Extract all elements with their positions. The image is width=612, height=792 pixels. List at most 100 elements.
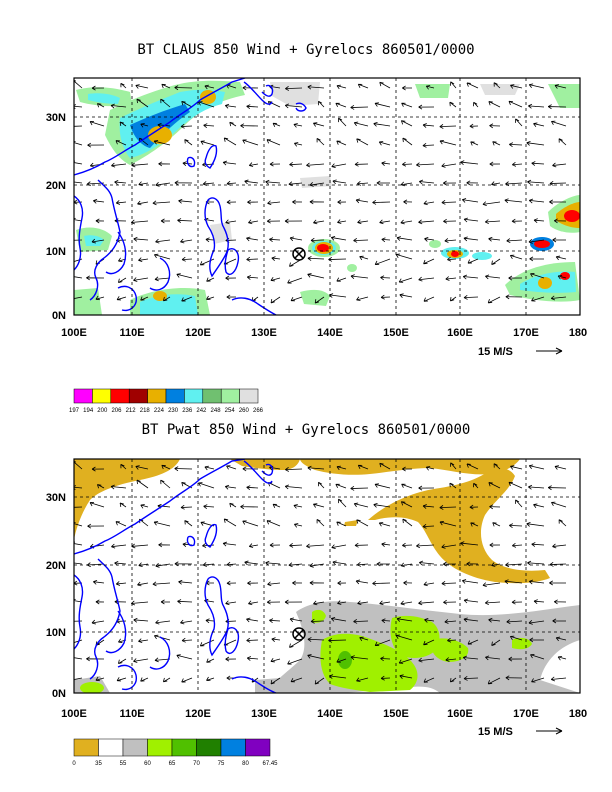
wind-vector-arrow xyxy=(528,198,545,204)
wind-vector-arrow xyxy=(222,541,237,547)
wind-vector-arrow xyxy=(284,599,303,605)
wind-vector-arrow xyxy=(95,295,105,301)
wind-vector-arrow xyxy=(223,518,237,527)
colorbar-tick-label: 218 xyxy=(140,408,151,414)
colorbar-swatch xyxy=(110,388,130,404)
wind-vector-arrow xyxy=(116,677,127,682)
wind-vector-arrow xyxy=(89,120,105,127)
panel-1-map xyxy=(73,77,581,316)
wind-vector-arrow xyxy=(555,636,567,642)
wind-vector-arrow xyxy=(158,161,171,167)
wind-vector-arrow xyxy=(467,639,479,645)
wind-vector-arrow xyxy=(313,503,325,508)
wind-vector-arrow xyxy=(396,617,413,622)
wind-vector-arrow xyxy=(313,219,325,225)
wind-vector-arrow xyxy=(269,237,281,243)
wind-vector-arrow xyxy=(74,677,83,682)
wind-vector-arrow xyxy=(246,256,259,262)
wind-vector-arrow xyxy=(180,504,193,510)
wind-vector-arrow xyxy=(313,122,325,127)
wind-vector-arrow xyxy=(418,219,435,225)
wind-vector-arrow xyxy=(86,275,105,281)
wind-vector-arrow xyxy=(293,504,303,509)
lat-tick-0N: 0N xyxy=(52,688,66,700)
wind-vector-arrow xyxy=(463,295,479,300)
colorbar-swatch xyxy=(128,388,148,404)
wind-vector-arrow xyxy=(509,635,523,641)
wind-vector-arrow xyxy=(198,482,215,489)
wind-vector-arrow xyxy=(488,236,501,242)
wind-vector-arrow xyxy=(355,579,369,585)
wind-vector-arrow xyxy=(133,277,149,282)
colorbar-swatch xyxy=(92,388,112,404)
wind-vector-arrow xyxy=(531,296,545,302)
wind-vector-arrow xyxy=(439,520,457,527)
colorbar-tick-label: 70 xyxy=(193,761,200,767)
wind-vector-arrow xyxy=(528,464,545,470)
wind-vector-arrow xyxy=(97,103,105,108)
lon-tick-140E: 140E xyxy=(317,708,343,720)
wind-vector-arrow xyxy=(115,581,127,586)
wind-vector-arrow xyxy=(335,483,347,489)
wind-vector-arrow xyxy=(505,675,523,681)
wind-vector-arrow xyxy=(248,162,259,167)
wind-vector-arrow xyxy=(248,543,259,548)
wind-vector-arrow xyxy=(331,163,347,168)
wind-vector-arrow xyxy=(270,296,281,304)
wind-vector-arrow xyxy=(424,237,435,242)
wind-vector-arrow xyxy=(111,162,127,168)
wind-vector-arrow xyxy=(136,98,149,108)
wind-vector-arrow xyxy=(203,504,215,510)
wind-vector-arrow xyxy=(176,273,193,279)
lat-tick-30N: 30N xyxy=(46,492,66,504)
wind-vector-arrow xyxy=(350,104,369,110)
wind-vector-arrow xyxy=(178,198,193,204)
colorbar-tick-label: 206 xyxy=(111,408,122,414)
wind-vector-arrow xyxy=(530,273,545,279)
wind-vector-arrow xyxy=(489,504,501,510)
lon-tick-130E: 130E xyxy=(251,327,277,339)
wind-vector-arrow xyxy=(332,179,347,185)
wind-vector-arrow xyxy=(489,123,501,129)
wind-vector-arrow xyxy=(246,236,259,242)
wind-vector-arrow xyxy=(74,506,83,508)
wind-vector-arrow xyxy=(204,84,215,90)
lon-tick-170E: 170E xyxy=(513,327,539,339)
wind-vector-arrow xyxy=(131,543,149,549)
wind-vector-arrow xyxy=(225,275,237,281)
pwat-field xyxy=(74,459,580,693)
wind-vector-arrow xyxy=(306,543,325,549)
wind-vector-arrow xyxy=(557,656,567,661)
wind-vector-arrow xyxy=(285,467,303,472)
wind-vector-arrow xyxy=(444,619,457,624)
wind-vector-arrow xyxy=(547,104,567,110)
wind-vector-arrow xyxy=(330,236,347,241)
wind-vector-arrow xyxy=(508,275,523,281)
wind-vector-arrow xyxy=(374,102,391,108)
wind-vector-arrow xyxy=(154,657,171,663)
wind-vector-arrow xyxy=(199,639,215,647)
wind-vector-arrow xyxy=(381,237,391,243)
wind-vector-arrow xyxy=(153,253,171,260)
wind-vector-arrow xyxy=(353,619,369,624)
wind-vector-arrow xyxy=(229,121,237,127)
wind-vector-arrow xyxy=(307,654,325,660)
wind-vector-arrow xyxy=(400,501,413,508)
wind-vector-arrow xyxy=(307,273,325,279)
wind-vector-arrow xyxy=(206,658,215,663)
wind-vector-arrow xyxy=(418,276,435,282)
wind-vector-arrow xyxy=(153,140,171,146)
wind-vector-arrow xyxy=(270,657,281,663)
colorbar-swatch xyxy=(220,738,246,757)
wind-vector-arrow xyxy=(418,657,435,663)
wind-vector-arrow xyxy=(136,479,149,489)
wind-vector-arrow xyxy=(204,465,215,471)
wind-vector-arrow xyxy=(423,296,435,302)
wind-vector-arrow xyxy=(266,218,281,224)
wind-vector-arrow xyxy=(244,560,259,566)
wind-vector-arrow xyxy=(160,218,171,224)
wind-vector-arrow xyxy=(489,161,501,167)
wind-vector-arrow xyxy=(423,639,435,646)
wind-vector-arrow xyxy=(506,619,523,624)
wind-vector-arrow xyxy=(492,522,501,527)
